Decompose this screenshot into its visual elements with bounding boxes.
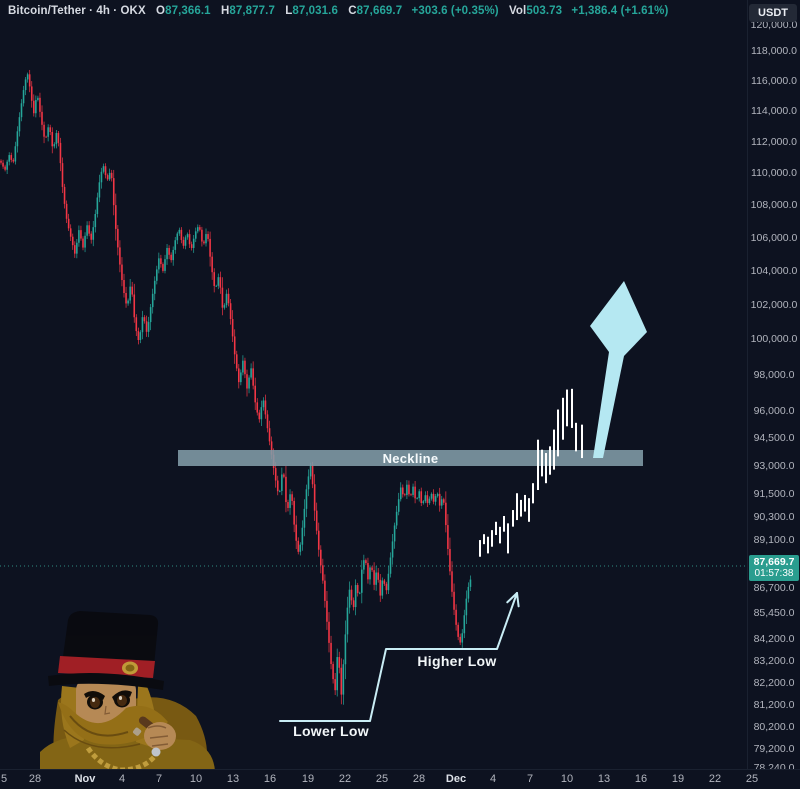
price-axis-label: 83,200.0 (753, 655, 795, 667)
time-axis-label: 10 (560, 773, 574, 785)
price-axis[interactable]: 120,000.0 118,000.0 116,000.0 114,000.0 112,… (747, 0, 800, 774)
price-axis-label: 108,000.0 (750, 199, 798, 211)
time-axis-month-label: Dec (445, 773, 467, 785)
price-axis-label: 102,000.0 (750, 299, 798, 311)
high-value: 87,877.7 (229, 5, 275, 17)
price-axis-label: 116,000.0 (751, 75, 797, 87)
time-axis-label: 4 (118, 773, 126, 785)
time-axis-label: 28 (412, 773, 426, 785)
symbol-title[interactable]: Bitcoin/Tether · 4h · OKX (8, 5, 146, 17)
symbol-header: Bitcoin/Tether · 4h · OKX O87,366.1 H87,… (8, 5, 668, 17)
price-axis-label: 80,200.0 (753, 721, 795, 733)
open-value: 87,366.1 (165, 5, 211, 17)
time-axis-label: 22 (708, 773, 722, 785)
chart-canvas[interactable] (0, 0, 748, 770)
neckline-band: Neckline (178, 450, 643, 466)
higher-low-label: Higher Low (417, 653, 497, 669)
time-axis-label: 16 (634, 773, 648, 785)
time-axis-label: 25 (375, 773, 389, 785)
price-axis-label: 100,000.0 (750, 333, 798, 345)
price-axis-label: 82,200.0 (753, 677, 795, 689)
time-axis[interactable]: 5 28 Nov 4 7 10 13 16 19 22 25 28 Dec 4 7 10 13 16 19 22 25 (0, 769, 800, 789)
price-axis-label: 104,000.0 (750, 265, 798, 277)
volume-change: +1,386.4 (+1.61%) (571, 5, 669, 17)
price-axis-label: 94,500.0 (753, 432, 795, 444)
price-axis-label: 98,000.0 (753, 369, 795, 381)
price-axis-label: 106,000.0 (750, 232, 798, 244)
time-axis-label: 13 (597, 773, 611, 785)
time-axis-label: 5 (0, 773, 8, 785)
mascot-image (40, 611, 215, 772)
price-axis-label: 110,000.0 (751, 167, 797, 179)
price-axis-label: 91,500.0 (753, 488, 795, 500)
currency-toggle-button[interactable]: USDT (749, 4, 797, 22)
price-axis-label: 85,450.0 (753, 607, 795, 619)
neckline-label: Neckline (382, 450, 439, 466)
time-axis-label: 22 (338, 773, 352, 785)
price-axis-label: 93,000.0 (753, 460, 795, 472)
time-axis-label: 16 (263, 773, 277, 785)
close-label: C (348, 5, 357, 17)
low-value: 87,031.6 (292, 5, 338, 17)
last-price-value: 87,669.7 (753, 556, 795, 568)
price-axis-label: 84,200.0 (753, 633, 795, 645)
time-axis-label: 4 (489, 773, 497, 785)
price-axis-label: 118,000.0 (751, 45, 797, 57)
price-axis-label: 86,700.0 (753, 582, 795, 594)
change-value: +303.6 (+0.35%) (411, 5, 499, 17)
last-price-badge: 87,669.7 01:57:38 (749, 555, 799, 581)
time-axis-label: 13 (226, 773, 240, 785)
price-axis-label: 120,000.0 (750, 19, 798, 31)
time-axis-month-label: Nov (74, 773, 96, 785)
projection-arrow (590, 281, 647, 458)
volume-label: Vol (509, 5, 527, 17)
price-axis-label: 96,000.0 (753, 405, 795, 417)
bar-countdown: 01:57:38 (754, 568, 794, 579)
price-axis-label: 112,000.0 (751, 136, 797, 148)
open-label: O (156, 5, 166, 17)
low-label: L (285, 5, 293, 17)
price-axis-label: 90,300.0 (753, 511, 795, 523)
price-axis-label: 89,100.0 (753, 534, 795, 546)
time-axis-label: 25 (745, 773, 759, 785)
time-axis-label: 10 (189, 773, 203, 785)
time-axis-label: 7 (526, 773, 534, 785)
high-label: H (220, 5, 230, 17)
time-axis-label: 7 (155, 773, 163, 785)
time-axis-label: 19 (671, 773, 685, 785)
price-axis-label: 81,200.0 (753, 699, 795, 711)
time-axis-label: 28 (28, 773, 42, 785)
annotation-layer (279, 388, 583, 722)
volume-value: 503.73 (526, 5, 563, 17)
time-axis-label: 19 (301, 773, 315, 785)
lower-low-label: Lower Low (293, 723, 369, 739)
close-value: 87,669.7 (356, 5, 403, 17)
price-axis-label: 114,000.0 (751, 105, 797, 117)
price-axis-label: 79,200.0 (753, 743, 795, 755)
